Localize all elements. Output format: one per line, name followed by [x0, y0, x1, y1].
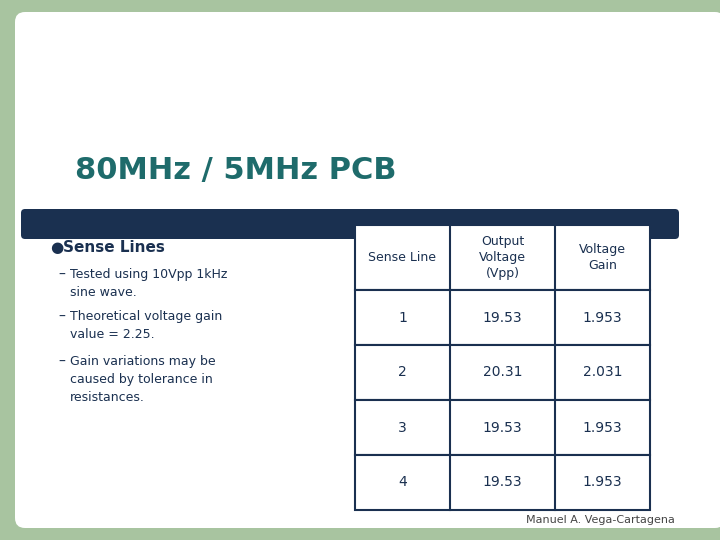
Text: ●: ●	[50, 240, 63, 255]
Text: 80MHz / 5MHz PCB: 80MHz / 5MHz PCB	[75, 156, 397, 185]
Bar	[355, 290, 650, 345]
Text: Sense Lines: Sense Lines	[63, 240, 165, 255]
Text: –: –	[58, 310, 65, 324]
FancyBboxPatch shape	[15, 12, 720, 528]
Bar	[355, 225, 650, 290]
Text: 1.953: 1.953	[582, 421, 622, 435]
Text: 20.31: 20.31	[482, 366, 522, 380]
Text: Tested using 10Vpp 1kHz
sine wave.: Tested using 10Vpp 1kHz sine wave.	[70, 268, 228, 299]
Text: 14: 14	[16, 503, 43, 522]
FancyBboxPatch shape	[21, 209, 679, 239]
Bar	[355, 345, 650, 400]
Text: Sense Line: Sense Line	[369, 251, 436, 264]
Text: Manuel A. Vega-Cartagena: Manuel A. Vega-Cartagena	[526, 515, 675, 525]
Text: Gain variations may be
caused by tolerance in
resistances.: Gain variations may be caused by toleran…	[70, 355, 215, 404]
Text: 19.53: 19.53	[482, 310, 522, 325]
Text: 3: 3	[398, 421, 407, 435]
Text: 4: 4	[398, 476, 407, 489]
Text: 1: 1	[398, 310, 407, 325]
Text: Output
Voltage
(Vpp): Output Voltage (Vpp)	[479, 235, 526, 280]
Text: 2: 2	[398, 366, 407, 380]
Text: 1.953: 1.953	[582, 476, 622, 489]
Text: Voltage
Gain: Voltage Gain	[579, 243, 626, 272]
Text: 2.031: 2.031	[582, 366, 622, 380]
Text: 19.53: 19.53	[482, 421, 522, 435]
Bar	[355, 400, 650, 455]
Text: 19.53: 19.53	[482, 476, 522, 489]
Bar	[355, 455, 650, 510]
Text: 1.953: 1.953	[582, 310, 622, 325]
Text: –: –	[58, 268, 65, 282]
Text: Theoretical voltage gain
value = 2.25.: Theoretical voltage gain value = 2.25.	[70, 310, 222, 341]
Text: –: –	[58, 355, 65, 369]
